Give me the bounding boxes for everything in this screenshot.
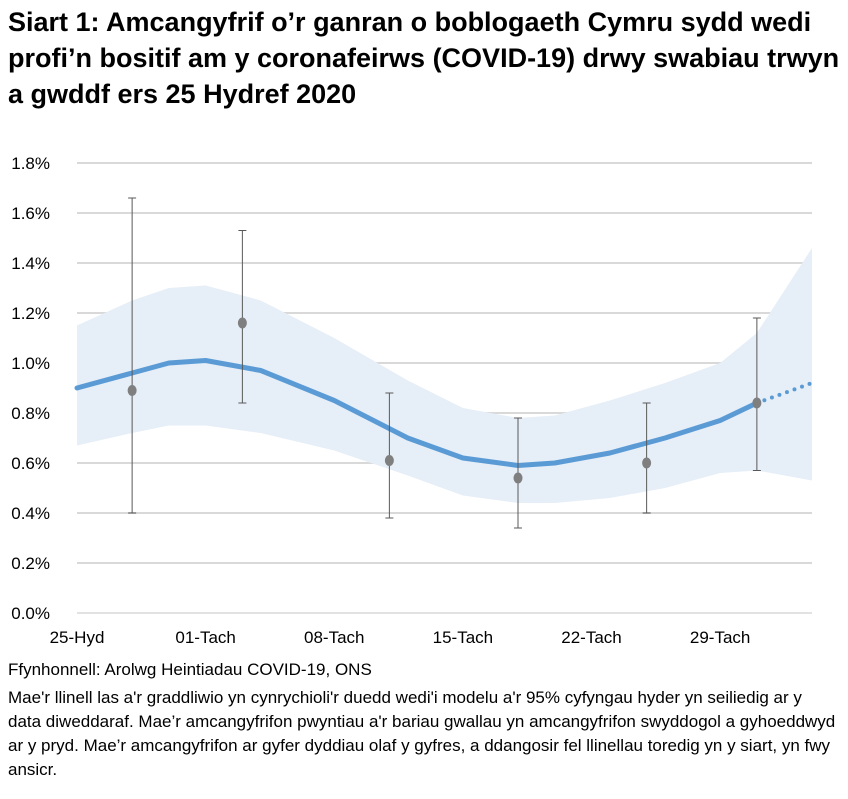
estimate-point (384, 455, 394, 466)
y-tick-label: 1.4% (11, 254, 50, 273)
y-tick-label: 0.0% (11, 604, 50, 623)
x-tick-label: 01-Tach (175, 628, 235, 647)
estimate-point (237, 317, 247, 329)
chart-title: Siart 1: Amcangyfrif o’r ganran o boblog… (8, 7, 840, 109)
source-text: Ffynhonnell: Arolwg Heintiadau COVID-19,… (8, 660, 372, 679)
y-tick-label: 0.8% (11, 404, 50, 423)
x-tick-label: 29-Tach (690, 628, 750, 647)
y-tick-label: 0.6% (11, 454, 50, 473)
modelled-trend-dotted (754, 381, 814, 405)
estimate-point (513, 472, 523, 484)
estimate-point (127, 385, 137, 396)
x-tick-label: 08-Tach (304, 628, 364, 647)
chart-note: Mae'r llinell las a'r graddliwio yn cynr… (8, 688, 836, 779)
confidence-band (77, 248, 812, 503)
y-tick-label: 1.2% (11, 304, 50, 323)
y-tick-label: 0.2% (11, 554, 50, 573)
y-tick-label: 1.8% (11, 154, 50, 173)
y-tick-label: 1.0% (11, 354, 50, 373)
x-tick-label: 15-Tach (433, 628, 493, 647)
chart: 0.0% 0.2% 0.4% 0.6% 0.8% 1.0% 1.2% 1.4% 1.6% 1.8%… (11, 154, 814, 647)
y-tick-label: 1.6% (11, 204, 50, 223)
estimate-point (752, 397, 762, 409)
x-tick-label: 22-Tach (561, 628, 621, 647)
modelled-trend-line (74, 358, 760, 468)
y-tick-label: 0.4% (11, 504, 50, 523)
x-tick-label: 25-Hyd (50, 628, 105, 647)
estimate-point (642, 457, 652, 469)
